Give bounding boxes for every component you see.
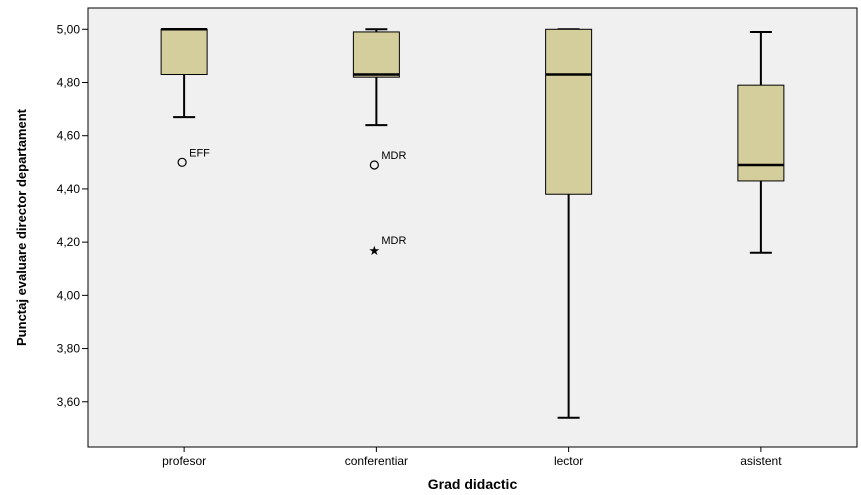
x-tick-label: asistent <box>740 454 782 468</box>
box-profesor: EFF <box>160 28 210 167</box>
outlier-label: EFF <box>189 147 210 159</box>
x-tick-label: lector <box>554 454 583 468</box>
box-lector <box>545 28 593 419</box>
box-asistent <box>737 30 785 254</box>
y-tick-label: 4,20 <box>57 235 81 249</box>
boxes-layer: EFF MDR★MDR <box>160 28 785 419</box>
y-axis-title: Punctaj evaluare director departament <box>14 108 29 346</box>
box-rect <box>545 28 593 195</box>
plot-area <box>87 7 858 448</box>
box-conferentiar: MDR★MDR <box>352 28 406 259</box>
box-rect <box>160 28 208 76</box>
outlier-label: MDR <box>381 150 406 162</box>
x-axis: profesor conferentiar lector asistent <box>162 447 782 468</box>
box-rect <box>737 84 785 182</box>
x-axis-title: Grad didactic <box>428 476 518 492</box>
y-tick-label: 3,60 <box>57 395 81 409</box>
x-tick-label: profesor <box>162 454 206 468</box>
box-rect <box>352 31 400 78</box>
y-tick-label: 4,80 <box>57 75 81 89</box>
y-tick-label: 4,40 <box>57 182 81 196</box>
outlier-circle <box>369 160 379 170</box>
outlier-star: ★ <box>369 244 381 259</box>
y-axis: 5,00 4,80 4,60 4,40 4,20 4,00 3,80 3,60 <box>57 22 88 409</box>
outlier-label: MDR <box>381 235 406 247</box>
outlier-circle <box>177 157 187 167</box>
x-tick-label: conferentiar <box>345 454 408 468</box>
y-tick-label: 3,80 <box>57 342 81 356</box>
y-tick-label: 5,00 <box>57 22 81 36</box>
y-tick-label: 4,60 <box>57 129 81 143</box>
y-tick-label: 4,00 <box>57 288 81 302</box>
